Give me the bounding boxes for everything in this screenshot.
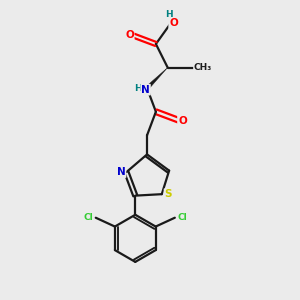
Text: Cl: Cl [177, 213, 187, 222]
Text: N: N [141, 85, 150, 94]
Text: S: S [164, 189, 172, 199]
Text: H: H [134, 84, 142, 93]
Text: N: N [117, 167, 125, 177]
Text: H: H [165, 10, 173, 19]
Polygon shape [146, 68, 168, 89]
Text: CH₃: CH₃ [194, 63, 212, 72]
Text: Cl: Cl [83, 213, 93, 222]
Text: O: O [125, 30, 134, 40]
Text: O: O [178, 116, 187, 126]
Text: O: O [169, 18, 178, 28]
